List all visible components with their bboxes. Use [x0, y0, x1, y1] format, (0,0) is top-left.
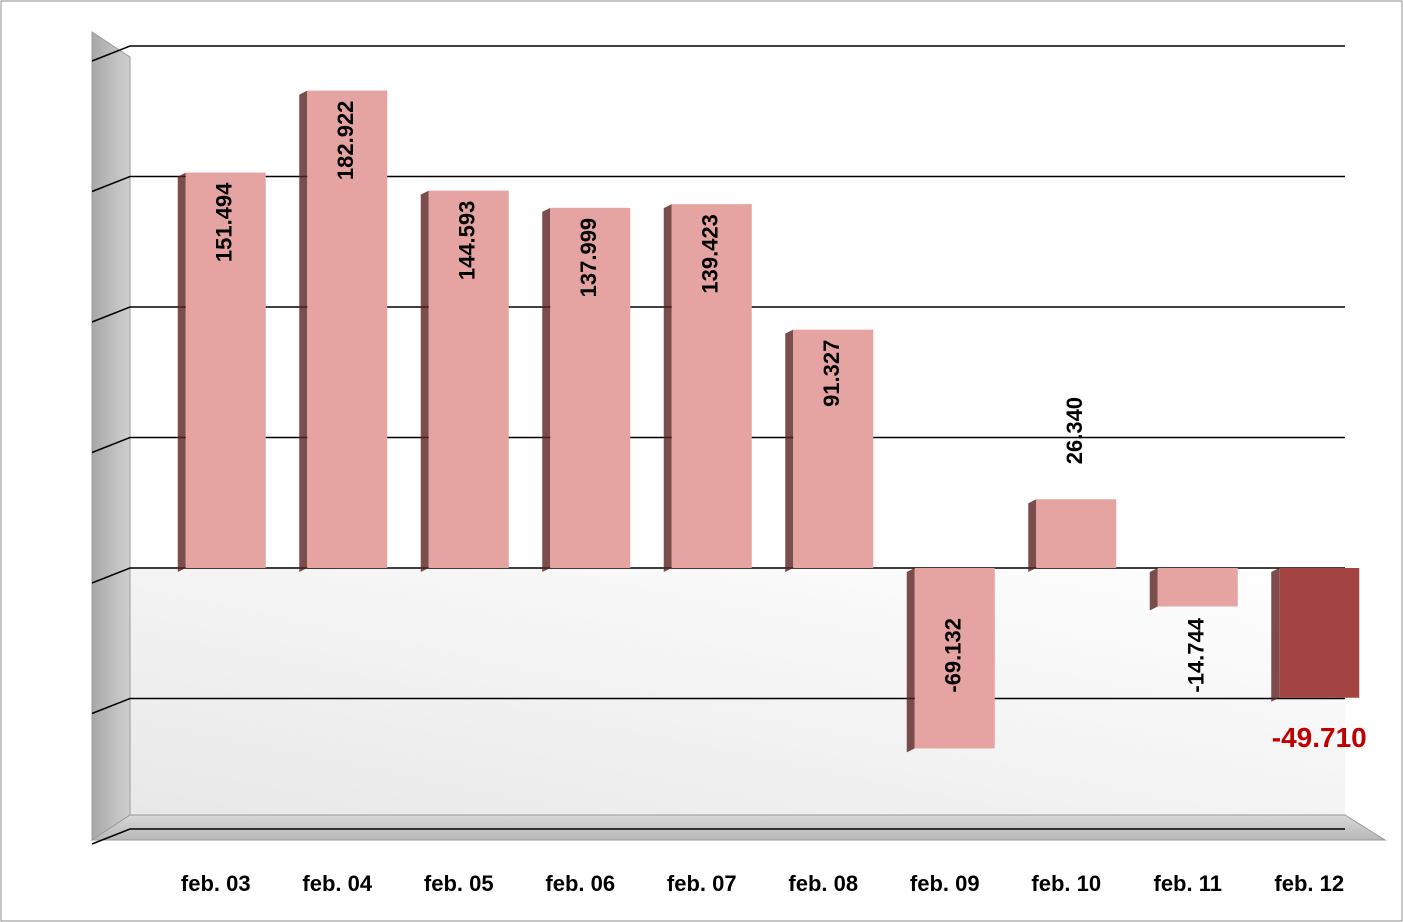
- bar: [793, 329, 874, 568]
- x-tick-label: feb. 04: [302, 871, 372, 896]
- value-label: 144.593: [455, 201, 480, 281]
- wall-grid-line: [91, 436, 131, 454]
- x-tick-label: feb. 10: [1031, 871, 1101, 896]
- value-label: 139.423: [698, 214, 723, 294]
- value-label: 151.494: [212, 182, 237, 262]
- wall-grid-line: [91, 697, 131, 715]
- bar-side: [1271, 568, 1280, 702]
- x-tick-label: feb. 03: [181, 871, 251, 896]
- bar: [185, 172, 266, 569]
- x-tick-label: feb. 11: [1154, 871, 1222, 896]
- x-tick-label: feb. 09: [910, 871, 980, 896]
- bar-side: [542, 207, 551, 572]
- x-tick-label: feb. 05: [424, 871, 494, 896]
- floor: [90, 814, 1387, 841]
- back-wall: [130, 567, 1345, 815]
- wall-grid-line: [91, 567, 131, 584]
- bar: [1036, 499, 1117, 568]
- bar: [914, 568, 995, 749]
- bar-side: [299, 90, 308, 572]
- value-label: 91.327: [819, 340, 844, 407]
- bar: [550, 207, 631, 568]
- bar-side: [1149, 568, 1158, 611]
- value-label: 182.922: [333, 101, 358, 181]
- value-label: 26.340: [1062, 397, 1087, 464]
- value-label: 137.999: [576, 218, 601, 298]
- bars: 151.494 182.922 144.593 137.999 139.423 91.32…: [177, 90, 1367, 753]
- value-label: -69.132: [941, 618, 966, 693]
- wall-grid-line: [91, 306, 131, 323]
- x-tick-label: feb. 08: [788, 871, 858, 896]
- bar-side: [663, 204, 672, 573]
- x-tick-label: feb. 07: [667, 871, 737, 896]
- bar-side: [420, 190, 429, 572]
- bar: [1157, 568, 1238, 607]
- bar-side: [906, 568, 915, 753]
- bar-side: [1028, 499, 1037, 572]
- bar: [428, 190, 509, 568]
- value-label: -49.710: [1272, 722, 1367, 753]
- side-wall: [91, 31, 131, 841]
- wall-grid-line: [91, 45, 131, 62]
- wall-grid-line: [91, 175, 131, 193]
- bar: [307, 90, 388, 568]
- bar-side: [785, 329, 794, 572]
- value-label: -14.744: [1184, 617, 1209, 692]
- bar: [1279, 568, 1360, 698]
- bar-side: [177, 172, 186, 573]
- wall-grid-line: [91, 828, 131, 845]
- bar: [671, 204, 752, 569]
- x-tick-label: feb. 12: [1274, 871, 1344, 896]
- x-tick-label: feb. 06: [545, 871, 615, 896]
